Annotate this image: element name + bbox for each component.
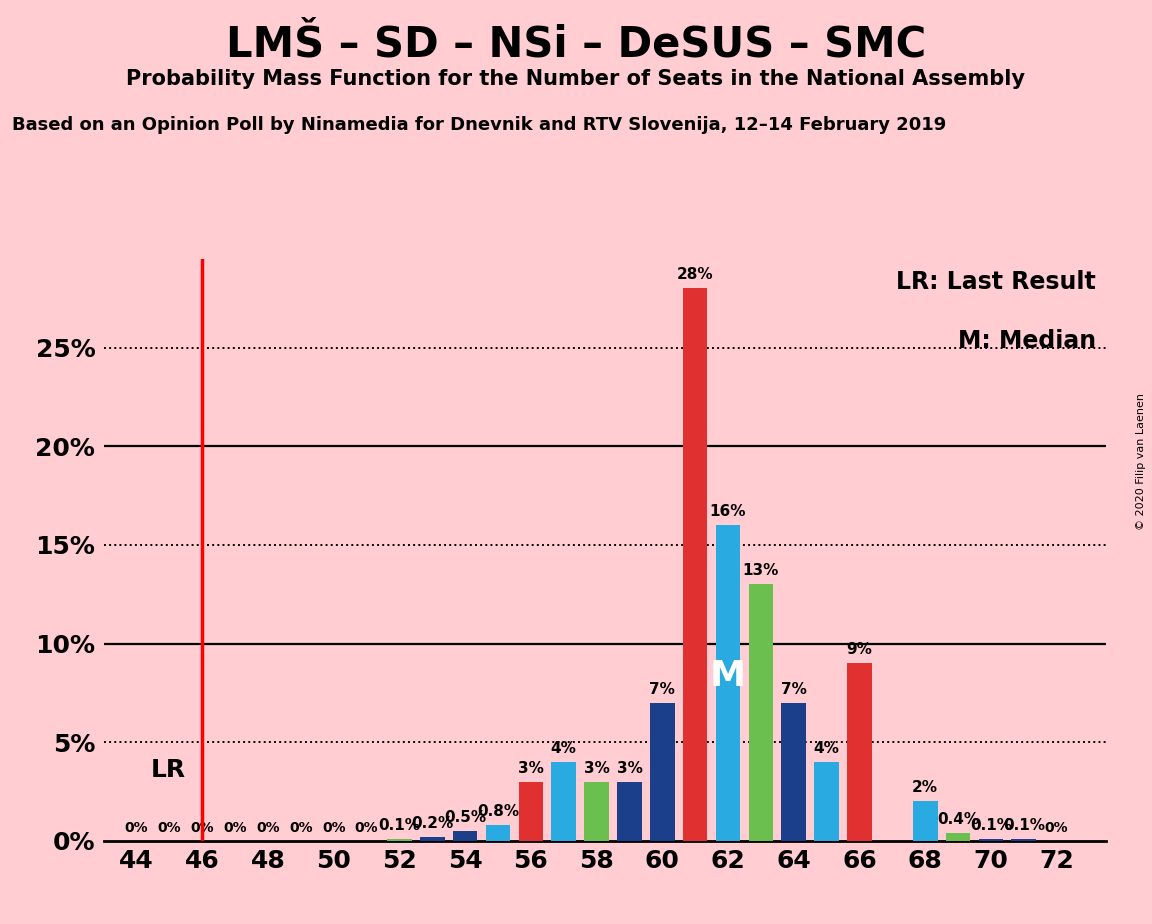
Bar bbox=[1011, 839, 1036, 841]
Text: 28%: 28% bbox=[677, 267, 713, 283]
Bar bbox=[912, 801, 938, 841]
Bar bbox=[584, 782, 609, 841]
Text: 7%: 7% bbox=[781, 682, 806, 697]
Text: LMŠ – SD – NSi – DeSUS – SMC: LMŠ – SD – NSi – DeSUS – SMC bbox=[226, 23, 926, 65]
Bar bbox=[387, 839, 411, 841]
Text: 7%: 7% bbox=[650, 682, 675, 697]
Text: 13%: 13% bbox=[743, 564, 779, 578]
Text: 0%: 0% bbox=[124, 821, 149, 835]
Bar bbox=[518, 782, 544, 841]
Bar bbox=[650, 703, 675, 841]
Bar bbox=[715, 525, 741, 841]
Text: 2%: 2% bbox=[912, 781, 938, 796]
Text: 4%: 4% bbox=[813, 741, 840, 756]
Text: 0.5%: 0.5% bbox=[444, 810, 486, 825]
Text: M: Median: M: Median bbox=[957, 329, 1096, 353]
Bar bbox=[781, 703, 806, 841]
Text: 0%: 0% bbox=[355, 821, 378, 835]
Text: 0.1%: 0.1% bbox=[1002, 818, 1045, 833]
Bar bbox=[978, 839, 1003, 841]
Text: 0.8%: 0.8% bbox=[477, 804, 520, 820]
Text: 0.2%: 0.2% bbox=[411, 816, 454, 831]
Text: Based on an Opinion Poll by Ninamedia for Dnevnik and RTV Slovenija, 12–14 Febru: Based on an Opinion Poll by Ninamedia fo… bbox=[12, 116, 946, 133]
Text: 16%: 16% bbox=[710, 505, 746, 519]
Text: Probability Mass Function for the Number of Seats in the National Assembly: Probability Mass Function for the Number… bbox=[127, 69, 1025, 90]
Bar bbox=[749, 584, 773, 841]
Bar bbox=[552, 762, 576, 841]
Text: 0.1%: 0.1% bbox=[378, 818, 420, 833]
Text: 0.4%: 0.4% bbox=[937, 812, 979, 827]
Text: 3%: 3% bbox=[616, 760, 643, 776]
Text: 0%: 0% bbox=[321, 821, 346, 835]
Bar bbox=[420, 837, 445, 841]
Text: M: M bbox=[710, 659, 746, 693]
Text: 9%: 9% bbox=[847, 642, 872, 657]
Text: © 2020 Filip van Laenen: © 2020 Filip van Laenen bbox=[1136, 394, 1146, 530]
Bar bbox=[617, 782, 642, 841]
Text: 4%: 4% bbox=[551, 741, 577, 756]
Text: LR: Last Result: LR: Last Result bbox=[896, 271, 1096, 295]
Text: 0%: 0% bbox=[158, 821, 181, 835]
Bar bbox=[847, 663, 872, 841]
Text: 0%: 0% bbox=[256, 821, 280, 835]
Text: 0%: 0% bbox=[190, 821, 214, 835]
Bar bbox=[453, 831, 477, 841]
Text: 0.1%: 0.1% bbox=[970, 818, 1011, 833]
Bar bbox=[683, 288, 707, 841]
Text: 0%: 0% bbox=[289, 821, 312, 835]
Text: LR: LR bbox=[151, 758, 185, 782]
Text: 3%: 3% bbox=[518, 760, 544, 776]
Bar bbox=[486, 825, 510, 841]
Text: 0%: 0% bbox=[223, 821, 247, 835]
Bar bbox=[946, 833, 970, 841]
Text: 0%: 0% bbox=[1045, 821, 1068, 835]
Bar bbox=[814, 762, 839, 841]
Text: 3%: 3% bbox=[584, 760, 609, 776]
